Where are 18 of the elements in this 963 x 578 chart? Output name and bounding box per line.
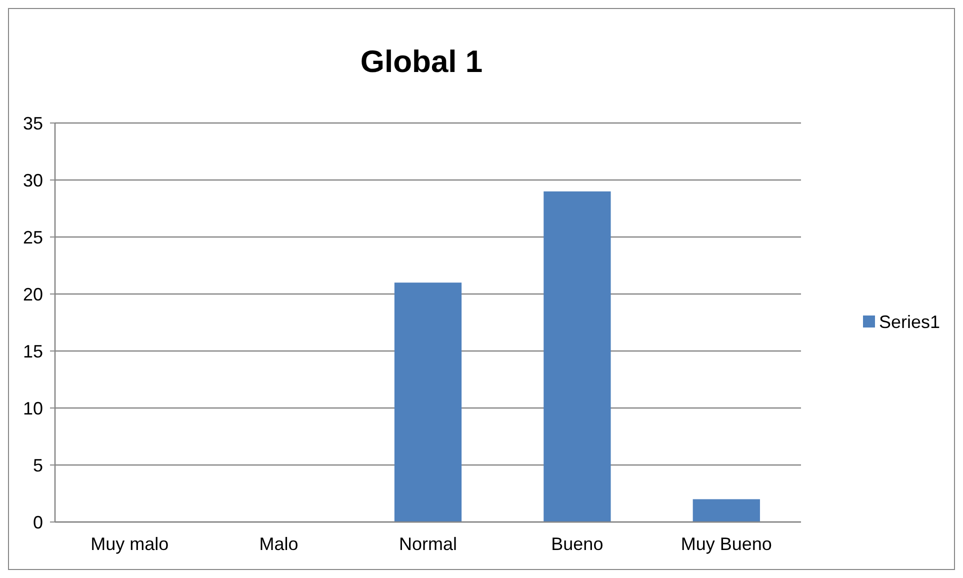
x-tick-label: Normal	[398, 534, 458, 554]
y-tick-label: 10	[22, 398, 43, 418]
y-tick-label: 25	[22, 227, 43, 248]
x-tick-label: Malo	[259, 534, 298, 554]
y-tick-label: 30	[22, 170, 43, 190]
chart-title: Global 1	[360, 44, 483, 79]
y-tick-label: 15	[22, 341, 43, 362]
x-tick-label: Muy malo	[90, 534, 169, 554]
bar	[692, 499, 760, 522]
legend-label: Series1	[879, 312, 940, 332]
y-tick-label: 35	[22, 113, 43, 134]
y-tick-label: 0	[32, 512, 43, 532]
y-tick-label: 5	[32, 455, 43, 476]
bar	[544, 191, 611, 522]
x-tick-label: Muy Bueno	[680, 534, 772, 554]
x-tick-label: Bueno	[551, 534, 604, 554]
y-tick-label: 20	[22, 284, 43, 304]
bar	[394, 282, 462, 522]
